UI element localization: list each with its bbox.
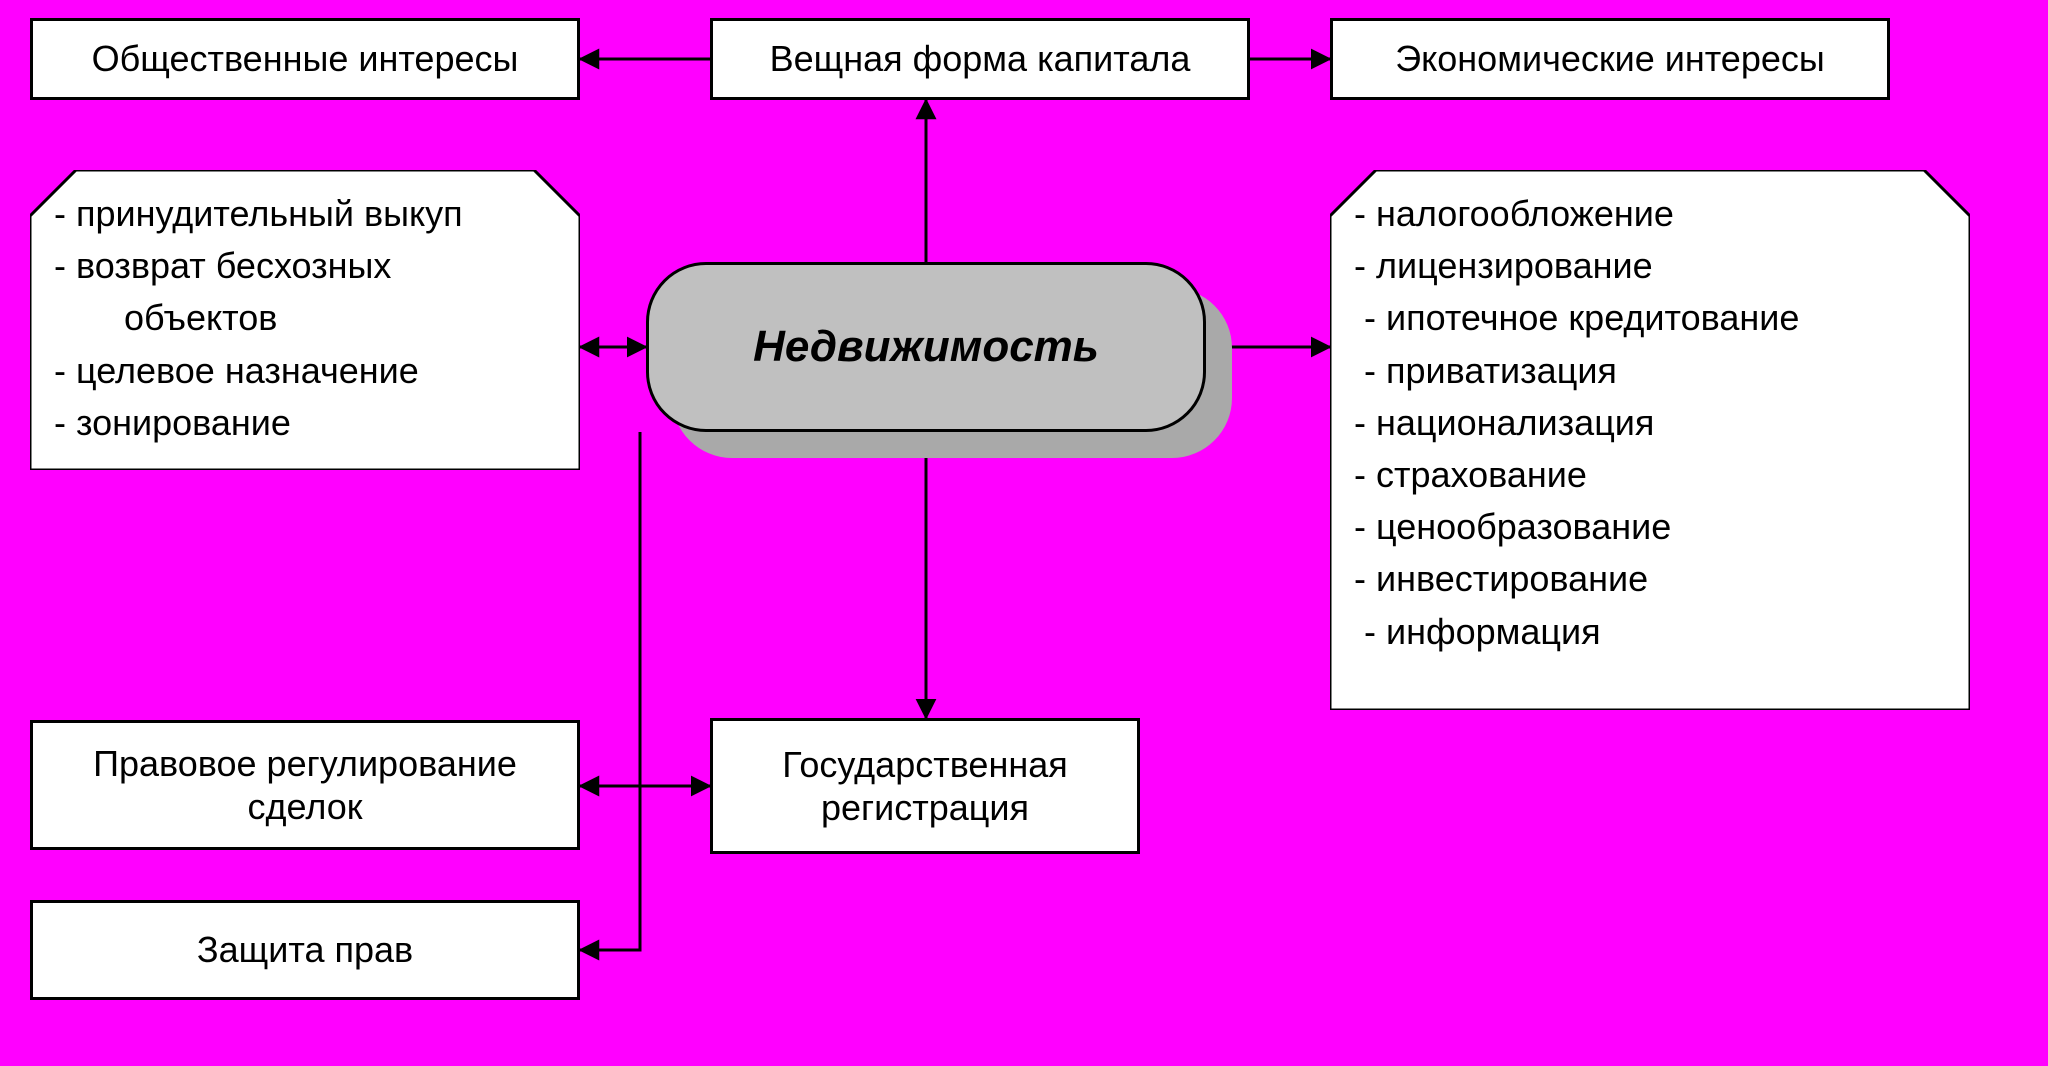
listbox-economic_items-item: - ипотечное кредитование	[1354, 292, 1946, 344]
listbox-economic_items-item: - лицензирование	[1354, 240, 1946, 292]
listbox-public_items-item: - зонирование	[54, 397, 556, 449]
listbox-economic_items-item: - налогообложение	[1354, 188, 1946, 240]
node-rights_protection-label: Защита прав	[197, 928, 413, 971]
center-node: Недвижимость	[646, 262, 1206, 432]
node-capital_form-label: Вещная форма капитала	[770, 37, 1191, 80]
listbox-economic_items: - налогообложение- лицензирование - ипот…	[1330, 170, 1970, 710]
node-state_registration: Государственная регистрация	[710, 718, 1140, 854]
listbox-economic_items-item: - национализация	[1354, 397, 1946, 449]
listbox-public_items-item: объектов	[54, 292, 556, 344]
listbox-economic_items-item: - приватизация	[1354, 345, 1946, 397]
node-public_interests-label: Общественные интересы	[92, 37, 519, 80]
diagram-canvas: Недвижимость Общественные интересы Вещная …	[0, 0, 2048, 1066]
edge-vertical_stub-rights_protection_right	[580, 432, 640, 950]
listbox-public_items: - принудительный выкуп- возврат бесхозны…	[30, 170, 580, 470]
listbox-economic_items-item: - информация	[1354, 606, 1946, 658]
listbox-economic_items-item: - инвестирование	[1354, 553, 1946, 605]
center-node-label: Недвижимость	[753, 322, 1099, 372]
node-rights_protection: Защита прав	[30, 900, 580, 1000]
listbox-economic_items-item: - ценообразование	[1354, 501, 1946, 553]
listbox-public_items-item: - возврат бесхозных	[54, 240, 556, 292]
listbox-economic_items-item: - страхование	[1354, 449, 1946, 501]
node-capital_form: Вещная форма капитала	[710, 18, 1250, 100]
listbox-public_items-item: - целевое назначение	[54, 345, 556, 397]
listbox-public_items-item: - принудительный выкуп	[54, 188, 556, 240]
node-legal_regulation: Правовое регулирование сделок	[30, 720, 580, 850]
node-economic_interests-label: Экономические интересы	[1395, 37, 1825, 80]
node-public_interests: Общественные интересы	[30, 18, 580, 100]
node-economic_interests: Экономические интересы	[1330, 18, 1890, 100]
node-legal_regulation-label: Правовое регулирование сделок	[93, 742, 517, 828]
node-state_registration-label: Государственная регистрация	[782, 743, 1067, 829]
